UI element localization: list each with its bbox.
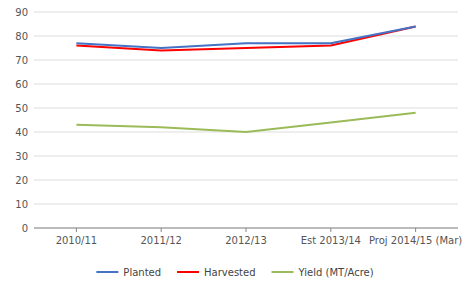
x-tick [415, 228, 416, 232]
y-tick-label: 90 [15, 7, 28, 18]
grid-line [34, 156, 458, 157]
x-tick [161, 228, 162, 232]
x-tick-label: Proj 2014/15 (Mar) [369, 235, 462, 246]
legend-handle [272, 271, 294, 273]
x-tick-label: 2011/12 [140, 235, 182, 246]
x-tick-label: 2012/13 [225, 235, 267, 246]
legend-label: Harvested [204, 267, 255, 278]
series-line [76, 26, 415, 50]
y-tick-label: 50 [15, 103, 28, 114]
grid-line [34, 12, 458, 13]
y-tick-label: 40 [15, 127, 28, 138]
y-tick-label: 70 [15, 55, 28, 66]
y-axis: 0 10 20 30 40 50 60 70 80 90 [15, 7, 458, 234]
x-tick-label: 2010/11 [56, 235, 98, 246]
legend-item: Harvested [177, 267, 255, 278]
series-line [76, 113, 415, 132]
y-tick-label: 30 [15, 151, 28, 162]
y-tick-label: 80 [15, 31, 28, 42]
series-line [76, 26, 415, 48]
x-axis: 2010/11 2011/12 2012/13 Est 2013/14 Proj 201… [34, 228, 462, 246]
legend-label: Planted [123, 267, 161, 278]
grid-line [34, 108, 458, 109]
y-tick-label: 60 [15, 79, 28, 90]
x-tick [246, 228, 247, 232]
x-tick-label: Est 2013/14 [301, 235, 361, 246]
legend-handle [177, 271, 199, 273]
x-tick [330, 228, 331, 232]
y-tick-label: 0 [22, 223, 28, 234]
y-tick-label: 10 [15, 199, 28, 210]
grid-line [34, 60, 458, 61]
legend-item: Planted [96, 267, 161, 278]
x-tick [76, 228, 77, 232]
legend-label: Yield (MT/Acre) [298, 267, 374, 278]
grid-line [34, 84, 458, 85]
grid-line [34, 204, 458, 205]
chart: 0 10 20 30 40 50 60 70 80 90 2010/11 2011/12 2012/13… [0, 0, 470, 290]
grid-line [34, 36, 458, 37]
legend-handle [96, 271, 118, 273]
y-tick-label: 20 [15, 175, 28, 186]
legend-item: Yield (MT/Acre) [272, 267, 374, 278]
grid-line [34, 180, 458, 181]
plot-area [76, 26, 415, 132]
legend: Planted Harvested Yield (MT/Acre) [96, 267, 373, 278]
